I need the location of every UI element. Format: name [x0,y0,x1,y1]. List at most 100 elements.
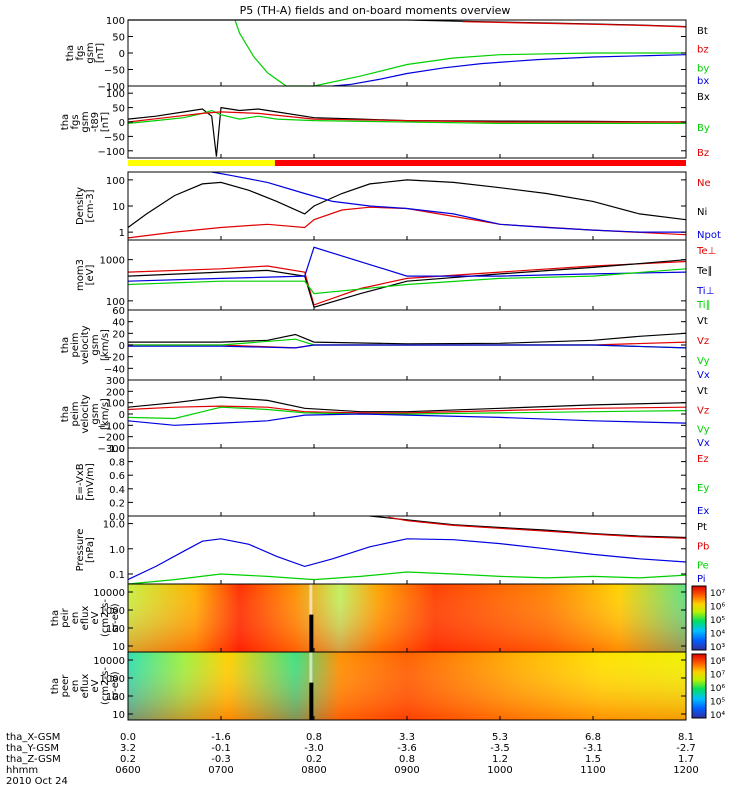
ytick-label-vel1-4: −20 [104,353,125,364]
ytick-label-pressure-1: 1.0 [109,545,125,556]
ephem-value-2-0: 0.2 [120,754,136,765]
series-fgs2-2 [127,111,686,123]
ylabel-spec_ion-6: sr-eV) [110,603,121,632]
series-fgs2-1 [127,109,686,125]
panel-spec_elec: 10⁸ 10⁷ 10⁶ 10⁵ 10⁴ 10000 1000 100 10 tha peer en ef… [50,651,725,721]
colorbar-tick-spec_elec-0: 10⁸ [710,657,725,667]
ytick-label-fgs-1: 50 [112,33,125,44]
ylabel-pressure-0: Pressure [75,529,86,572]
panel-mom3: 1000 100 mom3 [eV] Te⊥ Te∥ Ti⊥ Ti∥ [75,239,716,311]
legend-fgs-3: bx [697,76,709,87]
ytick-label-pressure-0: 10.0 [103,520,125,531]
ytick-label-vel1-5: −40 [104,364,125,375]
ephem-value-1-0: 3.2 [120,743,136,754]
legend-efield-1: Ey [697,483,709,494]
ylabel-fgs2-4: [nT] [100,112,111,132]
legend-pressure-0: Pt [697,522,707,533]
ylabel-fgs-0: tha [65,45,76,61]
legend-density-1: Ni [697,207,707,218]
ylabel-efield-0: E=-VxB [75,463,86,500]
ephem-value-3-2: 0800 [301,765,326,776]
frame-pressure [127,515,687,585]
ytick-label-vel2-1: 200 [106,387,125,398]
ytick-label-fgs2-1: 50 [112,104,125,115]
ylabel-vel2-0: tha [60,406,71,422]
ytick-label-fgs2-0: 100 [106,89,125,100]
ephem-value-2-3: 0.8 [399,754,415,765]
ephem-value-3-3: 0900 [394,765,419,776]
series-mom3-2 [127,246,687,282]
ephem-name-0: tha_X-GSM [6,732,60,743]
ylabel-spec_elec-0: tha [50,678,61,694]
panel-fgs2: 100 50 0 −50 −100 tha fgs gsm -t89 [nT] Bx By Bz [60,85,710,159]
legend-vel2-3: Vx [697,438,710,449]
legend-pressure-1: Pb [697,541,709,552]
ephem-name-3: hhmm [6,765,38,776]
ytick-label-efield-5: 0.0 [109,512,125,523]
ephem-value-0-0: 0.0 [120,732,136,743]
ytick-label-vel1-0: 60 [112,306,125,317]
legend-vel2-0: Vt [697,386,708,397]
ephem-value-1-2: -3.0 [304,743,324,754]
ytick-label-vel2-0: 300 [106,376,125,387]
ylabel-efield-1: [mV/m] [85,463,96,501]
ylabel-mom3-1: [eV] [85,265,96,286]
ephem-value-1-4: -3.5 [490,743,510,754]
legend-fgs-1: bz [697,45,709,56]
ylabel-spec_elec-3: eflux [80,674,91,699]
mode-bar-red [274,160,686,166]
legend-efield-0: Ez [697,454,709,465]
ytick-label-fgs-4: −100 [98,82,125,93]
legend-density-2: Npot [697,230,721,241]
colorbar-tick-spec_elec-3: 10⁵ [710,698,725,708]
colorbar-tick-spec_ion-0: 10⁷ [710,589,725,599]
legend-vel1-1: Vz [697,336,709,347]
ephem-name-2: tha_Z-GSM [6,754,61,765]
colorbar-spec_elec [691,653,707,719]
ytick-label-spec_elec-2: 100 [106,692,125,703]
spectrogram-gap-spec_elec [309,682,314,720]
ytick-label-fgs-0: 100 [106,16,125,27]
legend-vel1-2: Vy [697,356,710,367]
legend-fgs2-0: Bx [697,92,710,103]
series-vel2-0 [127,396,687,413]
ytick-label-density-1: 10 [112,202,125,213]
ytick-label-spec_elec-1: 1000 [100,674,125,685]
ylabel-fgs-1: fgs [75,45,86,60]
ytick-label-vel2-4: −100 [98,421,125,432]
ytick-label-vel2-5: −200 [98,433,125,444]
ylabel-vel2-4: [km/s] [100,398,111,430]
ytick-label-spec_elec-3: 10 [112,710,125,721]
ylabel-vel1-3: gsm [90,334,101,355]
ephem-value-2-2: 0.2 [306,754,322,765]
colorbar-tick-spec_ion-2: 10⁵ [710,616,725,626]
legend-mom3-1: Te∥ [696,266,713,277]
ytick-label-fgs2-2: 0 [119,118,125,129]
ephem-value-3-0: 0600 [115,765,140,776]
ephem-value-3-4: 1000 [487,765,512,776]
ytick-label-spec_ion-2: 100 [106,624,125,635]
colorbar-tick-spec_elec-2: 10⁶ [710,684,725,694]
series-density-0 [127,179,687,228]
ylabel-spec_ion-3: eflux [80,606,91,631]
series-mom3-0 [127,260,687,306]
legend-density-0: Ne [697,178,711,189]
ytick-label-vel1-3: 0 [119,341,125,352]
ylabel-spec_ion-5: (cm2-s- [100,599,111,637]
ephem-value-0-1: -1.6 [211,732,231,743]
ytick-label-efield-4: 0.2 [109,498,125,509]
spectrogram-shade-spec_ion [128,584,686,652]
ephem-value-2-5: 1.5 [585,754,601,765]
legend-efield-2: Ex [697,506,709,517]
ephem-value-3-1: 0700 [208,765,233,776]
ytick-label-vel2-2: 100 [106,399,125,410]
colorbar-tick-spec_elec-4: 10⁴ [710,711,725,721]
series-vel2-2 [127,406,687,420]
colorbar-spec_ion [691,585,707,651]
ephem-value-1-3: -3.6 [397,743,417,754]
ytick-label-spec_ion-3: 10 [112,642,125,653]
ytick-label-spec_ion-0: 10000 [93,588,125,599]
ytick-label-vel2-6: −300 [98,444,125,455]
